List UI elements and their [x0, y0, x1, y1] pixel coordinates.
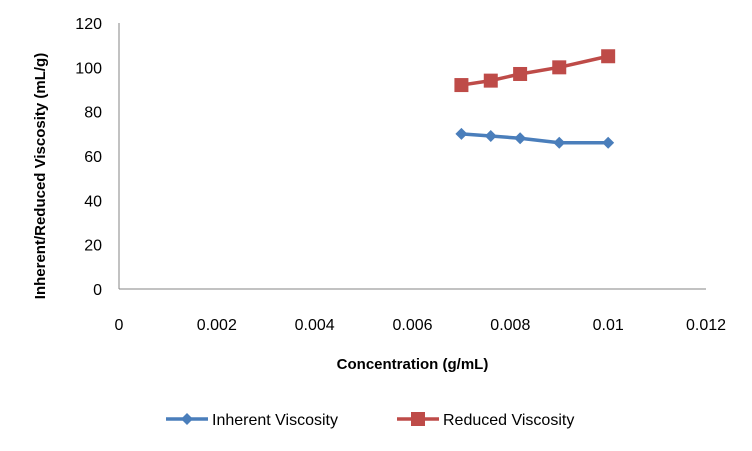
- data-point-diamond: [484, 130, 497, 143]
- x-tick-label: 0.002: [197, 317, 237, 334]
- legend-item: Inherent Viscosity: [166, 412, 338, 429]
- y-axis-title: Inherent/Reduced Viscosity (mL/g): [32, 53, 49, 299]
- data-point-square: [601, 49, 616, 64]
- y-tick-label: 0: [93, 282, 102, 299]
- y-tick-label: 40: [84, 193, 102, 210]
- series-line: [461, 54, 609, 87]
- y-tick-label: 20: [84, 238, 102, 255]
- data-point-square: [513, 66, 528, 81]
- x-tick-label: 0.004: [295, 317, 335, 334]
- legend-label: Inherent Viscosity: [212, 412, 338, 429]
- data-point-diamond: [553, 136, 566, 149]
- y-tick-labels: 0 20 40 60 80 100 120: [75, 16, 102, 299]
- legend-item: Reduced Viscosity: [397, 412, 574, 429]
- y-tick-label: 80: [84, 105, 102, 122]
- axes: [118, 23, 706, 290]
- data-point-square: [411, 412, 425, 426]
- data-point-diamond: [455, 127, 468, 140]
- x-axis-title: Concentration (g/mL): [337, 356, 489, 373]
- data-point-square: [454, 78, 469, 93]
- series-1: [454, 49, 616, 93]
- data-point-diamond: [602, 136, 615, 149]
- series-0: [455, 127, 615, 149]
- y-tick-label: 60: [84, 149, 102, 166]
- data-point-diamond: [514, 132, 527, 145]
- legend: Inherent Viscosity Reduced Viscosity: [166, 412, 574, 429]
- y-tick-label: 100: [75, 60, 102, 77]
- plot-area: [454, 49, 616, 149]
- x-tick-label: 0.012: [686, 317, 726, 334]
- series-line: [461, 132, 609, 145]
- y-tick-label: 120: [75, 16, 102, 33]
- x-tick-labels: 0 0.002 0.004 0.006 0.008 0.01 0.012: [115, 317, 727, 334]
- data-point-square: [483, 73, 498, 88]
- x-tick-label: 0.006: [392, 317, 432, 334]
- x-tick-label: 0: [115, 317, 124, 334]
- legend-label: Reduced Viscosity: [443, 412, 574, 429]
- x-tick-label: 0.008: [490, 317, 530, 334]
- data-point-square: [552, 60, 567, 75]
- x-tick-label: 0.01: [593, 317, 624, 334]
- data-point-diamond: [181, 413, 193, 425]
